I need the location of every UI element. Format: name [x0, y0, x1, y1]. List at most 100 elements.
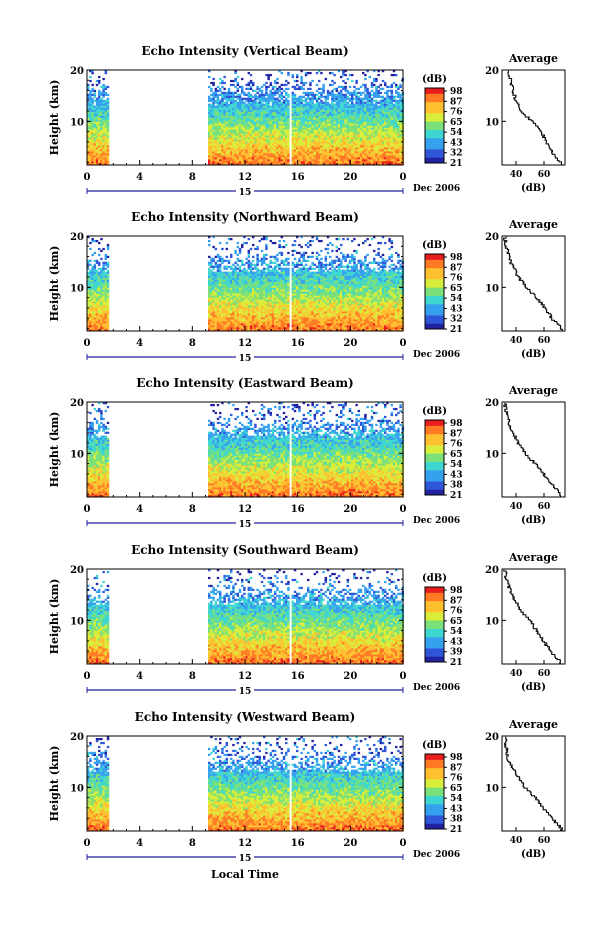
heatmap-cell	[252, 289, 255, 292]
heatmap-cell	[249, 155, 253, 158]
heatmap-cell	[278, 105, 281, 108]
heatmap-cell	[379, 149, 383, 152]
heatmap-cell	[93, 301, 97, 304]
heatmap-cell	[104, 289, 108, 292]
heatmap-cell	[271, 159, 275, 162]
heatmap-cell	[212, 81, 215, 85]
heatmap-cell	[106, 245, 110, 249]
heatmap-cell	[106, 265, 110, 268]
heatmap-cell	[247, 265, 251, 268]
heatmap-cell	[362, 127, 365, 130]
heatmap-cell	[342, 127, 345, 130]
heatmap-cell	[100, 297, 103, 300]
heatmap-cell	[102, 247, 105, 251]
heatmap-cell	[243, 325, 246, 328]
heatmap-cell	[366, 125, 369, 128]
heatmap-cell	[307, 103, 310, 106]
heatmap-cell	[93, 131, 97, 134]
heatmap-cell	[241, 109, 244, 112]
heatmap-cell	[236, 253, 240, 257]
heatmap-cell	[379, 129, 383, 132]
heatmap-cell	[210, 131, 213, 134]
heatmap-cell	[351, 107, 354, 110]
heatmap-cell	[102, 303, 105, 306]
heatmap-cell	[106, 131, 110, 134]
heatmap-cell	[102, 265, 105, 268]
heatmap-cell	[243, 263, 246, 266]
heatmap-cell	[208, 103, 211, 106]
heatmap-cell	[381, 97, 385, 100]
heatmap-cell	[344, 121, 347, 124]
heatmap-cell	[256, 135, 259, 138]
heatmap-cell	[362, 129, 365, 132]
heatmap-cell	[315, 145, 319, 148]
heatmap-cell	[395, 107, 398, 110]
heatmap-cell	[238, 121, 242, 124]
heatmap-cell	[357, 163, 361, 166]
heatmap-cell	[353, 133, 356, 136]
heatmap-cell	[212, 83, 215, 87]
heatmap-cell	[287, 81, 290, 85]
heatmap-cell	[247, 291, 251, 294]
heatmap-cell	[210, 319, 213, 322]
heatmap-cell	[238, 151, 242, 154]
heatmap-cell	[267, 101, 270, 104]
heatmap-cell	[388, 147, 391, 150]
heatmap-cell	[392, 115, 396, 118]
heatmap-cell	[362, 143, 365, 146]
heatmap-cell	[223, 101, 226, 104]
heatmap-cell	[93, 95, 97, 98]
heatmap-cell	[223, 135, 226, 138]
heatmap-cell	[87, 289, 90, 292]
heatmap-cell	[384, 149, 387, 152]
heatmap-cell	[221, 281, 224, 284]
heatmap-cell	[285, 147, 288, 150]
heatmap-cell	[100, 85, 103, 89]
heatmap-cell	[315, 89, 319, 93]
heatmap-cell	[95, 145, 99, 148]
heatmap-cell	[351, 115, 354, 118]
heatmap-cell	[247, 95, 251, 98]
colorbar-segment	[425, 88, 444, 92]
heatmap-cell	[368, 127, 372, 130]
heatmap-cell	[355, 137, 358, 140]
heatmap-cell	[230, 303, 233, 306]
heatmap-cell	[219, 93, 222, 96]
heatmap-cell	[267, 135, 270, 138]
heatmap-cell	[87, 159, 90, 162]
heatmap-cell	[342, 133, 345, 136]
heatmap-cell	[318, 153, 321, 156]
heatmap-cell	[241, 149, 244, 152]
heatmap-cell	[87, 236, 90, 239]
heatmap-cell	[276, 155, 279, 158]
colorbar-segment	[425, 104, 444, 108]
heatmap-cell	[271, 99, 275, 102]
heatmap-cell	[397, 129, 400, 132]
heatmap-cell	[346, 97, 350, 100]
heatmap-cell	[252, 103, 255, 106]
heatmap-cell	[247, 101, 251, 104]
heatmap-cell	[313, 133, 317, 136]
heatmap-cell	[307, 145, 310, 148]
heatmap-cell	[249, 133, 253, 136]
heatmap-cell	[238, 127, 242, 130]
heatmap-cell	[221, 321, 224, 324]
heatmap-cell	[298, 155, 301, 158]
heatmap-cell	[223, 131, 226, 134]
heatmap-cell	[254, 143, 257, 146]
heatmap-cell	[366, 95, 369, 98]
heatmap-cell	[208, 155, 211, 158]
average-profile-line	[507, 70, 563, 165]
heatmap-cell	[89, 293, 92, 296]
heatmap-cell	[260, 141, 264, 144]
heatmap-cell	[98, 283, 101, 286]
heatmap-cell	[351, 119, 354, 122]
heatmap-cell	[247, 253, 251, 257]
heatmap-cell	[298, 101, 301, 104]
heatmap-cell	[230, 321, 233, 324]
heatmap-cell	[234, 109, 237, 112]
heatmap-cell	[223, 311, 226, 314]
heatmap-cell	[100, 307, 103, 310]
heatmap-cell	[344, 95, 347, 98]
heatmap-cell	[227, 301, 231, 304]
